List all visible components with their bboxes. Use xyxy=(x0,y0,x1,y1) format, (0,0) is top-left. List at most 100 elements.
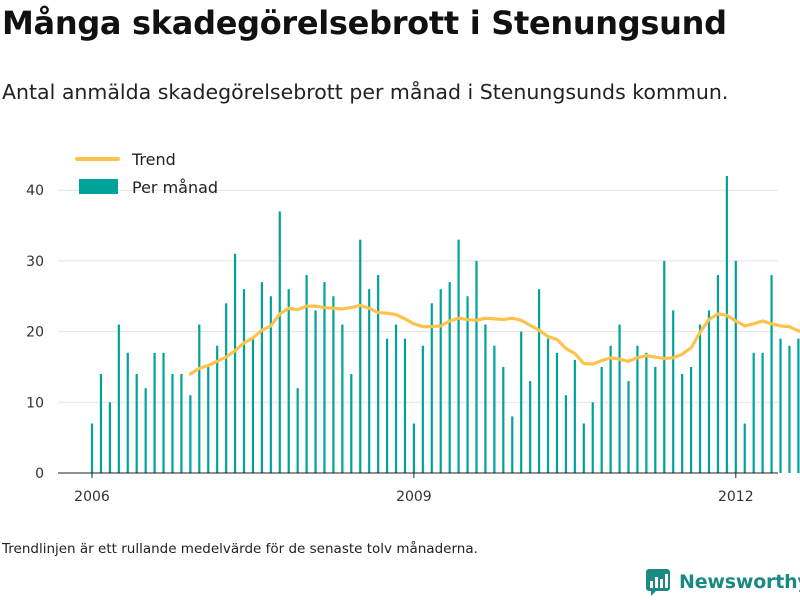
bar xyxy=(403,338,407,473)
bar xyxy=(609,345,612,473)
bar xyxy=(573,359,576,473)
bar xyxy=(743,423,746,473)
bar xyxy=(511,416,514,473)
bar xyxy=(689,366,693,473)
bar xyxy=(537,289,541,473)
bar xyxy=(180,374,183,473)
bar xyxy=(332,296,335,473)
bar xyxy=(672,310,675,473)
x-tick-label: 2012 xyxy=(718,489,754,505)
bar xyxy=(716,275,720,473)
bar xyxy=(725,176,728,473)
newsworthy-logo-icon xyxy=(646,569,670,596)
y-tick-label: 10 xyxy=(26,395,44,411)
bar xyxy=(421,345,424,473)
bar xyxy=(502,366,505,473)
bar xyxy=(153,352,156,473)
bar xyxy=(520,331,523,473)
bar xyxy=(698,324,702,473)
bar xyxy=(484,324,487,473)
bar xyxy=(466,296,469,473)
brand-name: Newsworthy xyxy=(679,571,800,593)
bar xyxy=(162,352,165,473)
y-tick-label: 20 xyxy=(26,325,44,341)
bar xyxy=(627,381,630,473)
y-tick-label: 0 xyxy=(35,466,44,482)
bar xyxy=(430,303,433,473)
bars xyxy=(90,176,800,473)
bar xyxy=(546,338,550,473)
footnote: Trendlinjen är ett rullande medelvärde f… xyxy=(2,541,478,557)
bar xyxy=(171,374,174,473)
legend: Trend Per månad xyxy=(75,150,218,197)
bar xyxy=(135,374,138,473)
bar xyxy=(269,296,272,473)
bar xyxy=(359,239,362,473)
bar xyxy=(198,324,201,473)
bar xyxy=(582,423,585,473)
y-axis-labels: 0 10 20 30 40 xyxy=(26,183,44,482)
y-tick-label: 30 xyxy=(26,254,44,270)
bar xyxy=(564,395,568,473)
bar xyxy=(216,345,219,473)
bar xyxy=(600,366,603,473)
bar xyxy=(242,289,246,473)
x-tick-label: 2006 xyxy=(74,489,110,505)
bar xyxy=(663,260,666,473)
bar xyxy=(654,366,657,473)
bar xyxy=(287,289,290,473)
trend-line xyxy=(188,303,800,376)
bar xyxy=(448,282,451,473)
bar xyxy=(233,253,237,473)
bar xyxy=(394,324,398,473)
bar xyxy=(108,402,111,473)
bar xyxy=(368,289,371,473)
bar xyxy=(296,388,299,473)
bar xyxy=(752,352,755,473)
bar xyxy=(645,352,648,473)
bar xyxy=(788,345,791,473)
bar xyxy=(260,282,263,473)
bar xyxy=(278,211,281,473)
bar xyxy=(341,324,344,473)
legend-bars-swatch xyxy=(79,179,118,194)
bar xyxy=(377,275,380,473)
x-tick-label: 2009 xyxy=(396,489,432,505)
bar xyxy=(314,310,317,473)
bar xyxy=(412,423,415,473)
bar xyxy=(636,345,639,473)
bar xyxy=(529,381,532,473)
bar xyxy=(439,289,442,473)
bar xyxy=(770,275,773,473)
legend-trend-label: Trend xyxy=(131,150,176,169)
bar xyxy=(797,338,800,473)
bar xyxy=(251,338,255,473)
bar xyxy=(126,352,129,473)
brand[interactable]: Newsworthy xyxy=(645,566,800,598)
legend-bars-label: Per månad xyxy=(132,178,218,197)
bar xyxy=(144,388,147,473)
bar xyxy=(350,374,353,473)
bar xyxy=(323,282,326,473)
bar xyxy=(734,260,737,473)
bar xyxy=(225,303,228,473)
bar xyxy=(207,366,210,473)
bar xyxy=(117,324,120,473)
bar xyxy=(761,352,764,473)
bar xyxy=(707,310,711,473)
chart-subtitle: Antal anmälda skadegörelsebrott per måna… xyxy=(2,80,729,104)
bar xyxy=(99,374,103,473)
bar xyxy=(189,395,192,473)
bar xyxy=(779,338,782,473)
bar xyxy=(385,338,389,473)
bar xyxy=(681,374,684,473)
bar xyxy=(475,260,478,473)
y-tick-label: 40 xyxy=(26,183,44,199)
bar xyxy=(457,239,460,473)
bar xyxy=(90,423,94,473)
bar xyxy=(305,275,308,473)
gridlines xyxy=(58,189,778,403)
bar xyxy=(591,402,594,473)
x-axis-labels: 2006200920122015201820212024 xyxy=(74,473,754,505)
